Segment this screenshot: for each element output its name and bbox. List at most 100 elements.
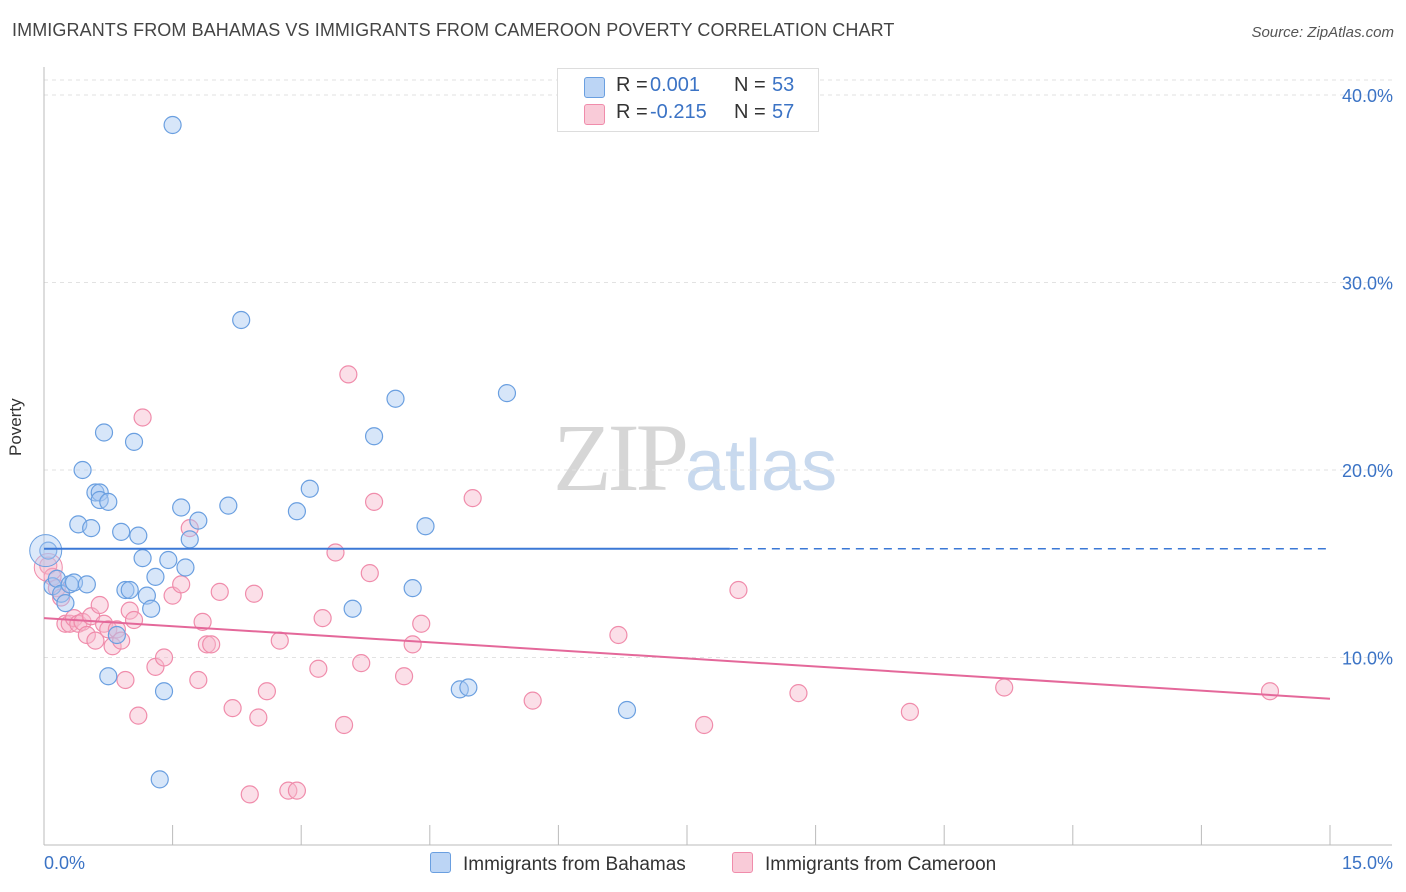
bahamas-point xyxy=(29,534,63,568)
cameroon-point xyxy=(326,543,345,562)
x-tick-label: 0.0% xyxy=(44,853,85,873)
cameroon-point xyxy=(309,659,328,678)
cameroon-point xyxy=(334,715,354,735)
bahamas-point xyxy=(180,530,199,549)
cameroon-point xyxy=(124,610,144,630)
bahamas-point xyxy=(56,594,75,613)
cameroon-point xyxy=(116,670,135,690)
cameroon-point xyxy=(360,564,379,583)
cameroon-point xyxy=(523,691,542,710)
bahamas-point xyxy=(159,550,178,570)
cameroon-point xyxy=(249,708,268,727)
cameroon-point xyxy=(394,667,414,686)
cameroon-point xyxy=(352,654,371,673)
tick-labels: 10.0% 20.0% 30.0% 40.0% 0.0% 15.0% xyxy=(44,86,1393,873)
bahamas-point xyxy=(364,427,384,446)
cameroon-point xyxy=(107,620,126,639)
bahamas-point xyxy=(386,389,405,408)
trend-lines xyxy=(43,547,1331,700)
bahamas-point xyxy=(287,502,307,521)
watermark-atlas: atlas xyxy=(685,426,838,506)
legend-n-label: N = xyxy=(734,101,766,123)
bottom-legend-label: Immigrants from Bahamas xyxy=(463,854,686,875)
bahamas-point xyxy=(343,599,362,618)
bahamas-point xyxy=(300,479,319,498)
bahamas-point xyxy=(124,432,144,451)
cameroon-point xyxy=(120,601,139,620)
cameroon-point xyxy=(364,492,384,511)
bahamas-point xyxy=(219,496,238,515)
legend-n-label: N = xyxy=(734,74,766,96)
bahamas-point xyxy=(146,567,165,586)
stats-legend: R = 0.001 N = 53 R = -0.215 N = 57 xyxy=(557,68,819,132)
legend-swatch-bahamas xyxy=(584,77,605,98)
series-cameroon-points xyxy=(33,365,1280,804)
bahamas-point xyxy=(73,460,92,480)
bahamas-point xyxy=(232,310,251,330)
bahamas-point xyxy=(617,700,637,720)
cameroon-point xyxy=(1260,682,1280,701)
source-label: Source: ZipAtlas.com xyxy=(1251,24,1394,41)
bahamas-point xyxy=(77,575,96,594)
legend-r-value: -0.215 xyxy=(650,101,707,123)
cameroon-point xyxy=(995,678,1014,697)
bottom-legend-bahamas: Immigrants from Bahamas xyxy=(430,852,686,876)
bahamas-point xyxy=(189,511,208,530)
cameroon-point xyxy=(197,635,216,654)
bahamas-point xyxy=(163,115,182,135)
grid-lines xyxy=(44,79,1392,658)
chart-title: IMMIGRANTS FROM BAHAMAS VS IMMIGRANTS FR… xyxy=(12,20,895,40)
bahamas-point xyxy=(459,678,478,697)
cameroon-point xyxy=(287,781,307,800)
cameroon-point xyxy=(244,584,264,603)
y-tick-label: 20.0% xyxy=(1342,461,1393,481)
cameroon-point xyxy=(403,635,422,654)
series-bahamas-points xyxy=(29,115,637,789)
cameroon-point xyxy=(86,631,105,650)
cameroon-point xyxy=(129,706,148,725)
y-tick-label: 40.0% xyxy=(1342,86,1393,106)
cameroon-point xyxy=(223,699,242,718)
bahamas-point xyxy=(112,522,131,541)
bahamas-point xyxy=(150,770,169,789)
cameroon-point xyxy=(133,408,152,427)
watermark-zip: ZIP xyxy=(553,404,689,511)
cameroon-point xyxy=(729,580,748,600)
cameroon-point xyxy=(257,682,277,701)
bahamas-point xyxy=(129,526,148,545)
cameroon-point xyxy=(339,365,358,384)
bottom-legend-label: Immigrants from Cameroon xyxy=(765,854,997,875)
bahamas-point xyxy=(99,492,118,511)
cameroon-point xyxy=(789,684,808,703)
y-tick-label: 10.0% xyxy=(1342,649,1393,669)
bahamas-point xyxy=(116,580,135,600)
cameroon-point xyxy=(90,595,109,615)
bahamas-point xyxy=(94,423,114,442)
cameroon-point xyxy=(202,635,221,654)
bahamas-point xyxy=(133,549,152,568)
cameroon-point xyxy=(313,609,332,628)
bahamas-point xyxy=(39,541,58,560)
cameroon-point xyxy=(463,489,482,508)
bahamas-point xyxy=(154,682,174,701)
cameroon-point xyxy=(189,670,208,690)
cameroon-point xyxy=(172,575,191,594)
bahamas-point xyxy=(176,558,195,577)
cameroon-point xyxy=(240,785,259,804)
legend-r-label: R = xyxy=(616,101,648,123)
legend-r-value: 0.001 xyxy=(650,74,701,96)
axes xyxy=(43,67,1392,846)
bottom-legend-swatch-cameroon xyxy=(732,852,753,873)
legend-r-label: R = xyxy=(616,74,648,96)
cameroon-point xyxy=(609,625,628,645)
legend-swatch-cameroon xyxy=(584,104,605,125)
bahamas-point xyxy=(403,579,422,598)
cameroon-point xyxy=(412,614,431,633)
bahamas-point xyxy=(120,580,139,600)
bahamas-point xyxy=(142,599,161,618)
cameroon-point xyxy=(900,702,920,721)
watermark: ZIPatlas xyxy=(553,402,837,513)
cameroon-point xyxy=(210,582,229,601)
x-tick-label: 15.0% xyxy=(1342,853,1393,873)
